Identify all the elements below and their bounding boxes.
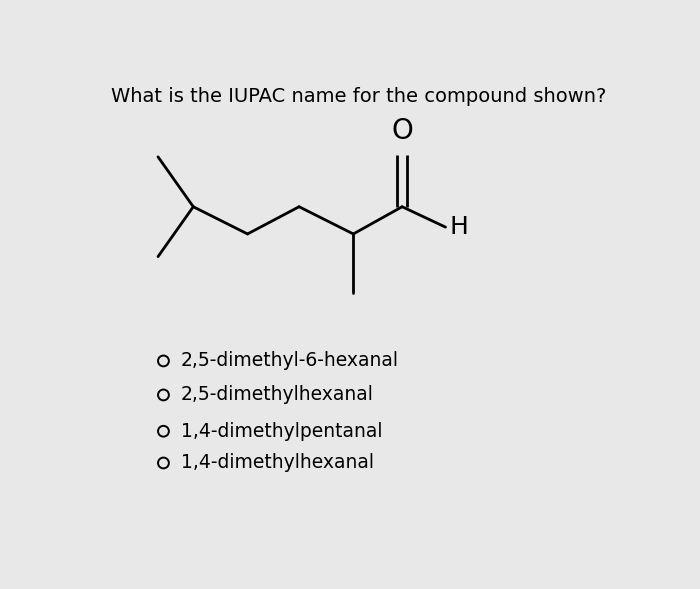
Text: 2,5-dimethyl-6-hexanal: 2,5-dimethyl-6-hexanal [181,352,399,370]
Text: What is the IUPAC name for the compound shown?: What is the IUPAC name for the compound … [111,87,606,105]
Text: H: H [450,215,469,239]
Text: O: O [391,117,413,145]
Text: 2,5-dimethylhexanal: 2,5-dimethylhexanal [181,385,374,405]
Text: 1,4-dimethylhexanal: 1,4-dimethylhexanal [181,454,374,472]
Text: 1,4-dimethylpentanal: 1,4-dimethylpentanal [181,422,382,441]
